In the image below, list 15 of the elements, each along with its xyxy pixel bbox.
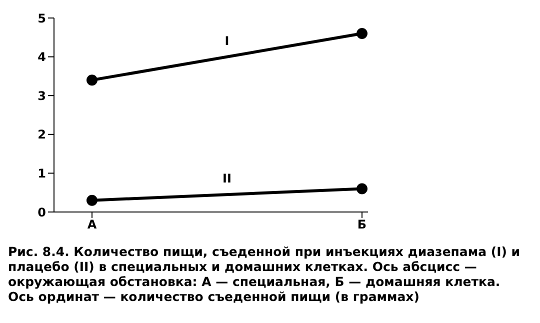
point [86, 194, 98, 206]
y-tick-label: 4 [38, 50, 46, 64]
series-label: I [224, 34, 230, 48]
series-label: II [222, 172, 232, 186]
y-tick-label: 0 [38, 205, 46, 220]
y-tick-label: 5 [38, 11, 46, 26]
point [356, 28, 368, 40]
y-tick-label: 2 [38, 128, 46, 142]
text: Рис. 8.4. Количество пищи, съеденной при инъекциях диазепама (I) и плацебо (II) в специальных и домашних клетках. Ось абсцисс — окружающая обстановка: А — специальная, Б — домашняя клетка. Ось ординат — количество съеденной пищи (в граммах) [8, 244, 522, 304]
point [356, 183, 368, 194]
x-tick-label: А [87, 218, 98, 232]
point [86, 74, 98, 86]
x-tick-label: Б [357, 218, 367, 232]
y-tick-label: 1 [38, 166, 46, 180]
y-tick-label: 3 [38, 88, 46, 103]
